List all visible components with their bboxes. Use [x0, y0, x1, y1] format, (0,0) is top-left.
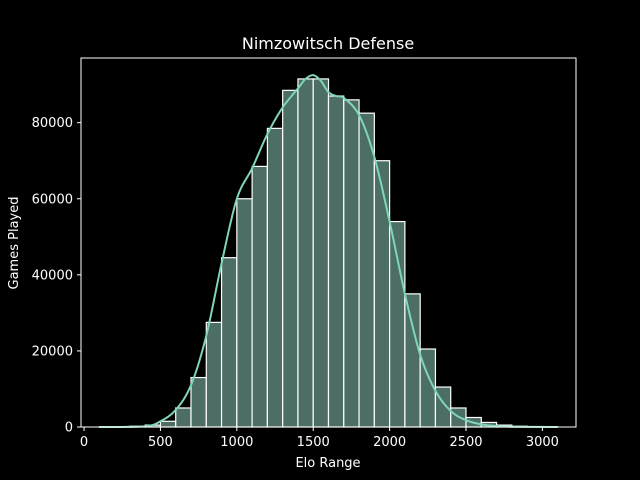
y-tick-label: 40000 [32, 268, 73, 283]
histogram-bar [343, 99, 360, 428]
y-tick-label: 0 [65, 421, 73, 436]
x-tick-label: 1500 [297, 435, 330, 450]
histogram-bar [327, 95, 345, 428]
histogram-bar [297, 78, 314, 428]
histogram-bar [312, 78, 330, 428]
histogram-bar [373, 160, 391, 428]
histogram-bar [236, 198, 253, 428]
x-axis-ticks: 0 500 1000 1500 2000 2500 3000 [80, 427, 559, 450]
histogram-bars [98, 78, 559, 428]
histogram-bar [190, 376, 207, 428]
chart-title: Nimzowitsch Defense [242, 34, 414, 53]
x-tick-label: 2500 [449, 435, 482, 450]
y-axis-label: Games Played [7, 197, 22, 290]
y-tick-label: 80000 [32, 116, 73, 131]
histogram-bar [282, 89, 299, 428]
y-tick-label: 60000 [32, 192, 73, 207]
histogram-bar [205, 321, 223, 428]
histogram-bar [220, 257, 238, 428]
histogram-bar [404, 293, 421, 428]
plot-frame [80, 57, 577, 428]
x-tick-label: 3000 [526, 435, 559, 450]
histogram-bar [389, 220, 406, 428]
x-tick-label: 500 [148, 435, 173, 450]
x-tick-label: 1000 [220, 435, 253, 450]
histogram-bar [251, 165, 268, 428]
x-tick-label: 2000 [373, 435, 406, 450]
x-tick-label: 0 [80, 435, 88, 450]
histogram-bar [159, 420, 177, 428]
y-tick-label: 20000 [32, 344, 73, 359]
y-axis-ticks: 0 20000 40000 60000 80000 [32, 116, 81, 436]
histogram-bar [175, 407, 192, 428]
histogram-bar [266, 127, 284, 428]
histogram-bar [358, 112, 375, 428]
kde-curve [99, 74, 558, 428]
x-axis-label: Elo Range [295, 456, 360, 471]
